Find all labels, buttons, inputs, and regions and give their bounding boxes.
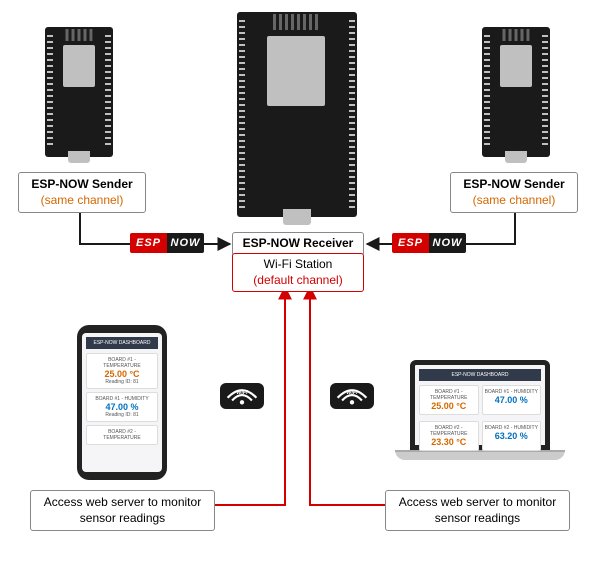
laptop-dash-header: ESP-NOW DASHBOARD xyxy=(419,369,541,381)
laptop-card-2: BOARD #1 - HUMIDITY 47.00 % xyxy=(482,385,542,415)
esp-board-sender-left xyxy=(45,27,113,157)
phone-dash-header: ESP-NOW DASHBOARD xyxy=(86,337,158,349)
laptop-card-1: BOARD #1 - TEMPERATURE 25.00 °C xyxy=(419,385,479,415)
laptop-caption-box: Access web server to monitor sensor read… xyxy=(385,490,570,531)
receiver-wifi-label: Wi-Fi Station xyxy=(239,257,357,273)
espnow-badge-left: ESP NOW xyxy=(130,233,204,253)
laptop-screen: ESP-NOW DASHBOARD BOARD #1 - TEMPERATURE… xyxy=(410,360,550,450)
phone-card-1: BOARD #1 - TEMPERATURE 25.00 °C Reading … xyxy=(86,353,158,389)
phone-card-2: BOARD #1 - HUMIDITY 47.00 % Reading ID: … xyxy=(86,392,158,422)
espnow-badge-right-now: NOW xyxy=(429,233,466,253)
laptop-caption: Access web server to monitor sensor read… xyxy=(399,495,556,525)
espnow-badge-right: ESP NOW xyxy=(392,233,466,253)
espnow-badge-right-esp: ESP xyxy=(392,233,429,253)
receiver-wifi-sub: (default channel) xyxy=(239,273,357,289)
receiver-title: ESP-NOW Receiver xyxy=(239,236,357,252)
laptop-device: ESP-NOW DASHBOARD BOARD #1 - TEMPERATURE… xyxy=(395,360,565,475)
sender-right-label-box: ESP-NOW Sender (same channel) xyxy=(450,172,578,213)
receiver-wifi-box: Wi-Fi Station (default channel) xyxy=(232,253,364,292)
phone-device: ESP-NOW DASHBOARD BOARD #1 - TEMPERATURE… xyxy=(77,325,167,480)
wifi-icon: WiFi xyxy=(224,386,260,406)
svg-text:WiFi: WiFi xyxy=(236,390,248,396)
phone-card-3: BOARD #2 - TEMPERATURE xyxy=(86,425,158,445)
laptop-card-3: BOARD #2 - TEMPERATURE 23.30 °C xyxy=(419,421,479,451)
espnow-badge-left-esp: ESP xyxy=(130,233,167,253)
sender-right-subtitle: (same channel) xyxy=(459,193,569,209)
sender-left-title: ESP-NOW Sender xyxy=(27,177,137,193)
wifi-badge-right: WiFi xyxy=(330,383,374,409)
sender-left-label-box: ESP-NOW Sender (same channel) xyxy=(18,172,146,213)
sender-right-title: ESP-NOW Sender xyxy=(459,177,569,193)
espnow-badge-left-now: NOW xyxy=(167,233,204,253)
phone-screen: ESP-NOW DASHBOARD BOARD #1 - TEMPERATURE… xyxy=(82,333,162,472)
laptop-base xyxy=(395,450,565,460)
wifi-badge-left: WiFi xyxy=(220,383,264,409)
wifi-icon: WiFi xyxy=(334,386,370,406)
svg-text:WiFi: WiFi xyxy=(346,390,358,396)
esp-board-sender-right xyxy=(482,27,550,157)
sender-left-subtitle: (same channel) xyxy=(27,193,137,209)
phone-caption: Access web server to monitor sensor read… xyxy=(44,495,201,525)
esp-board-receiver xyxy=(237,12,357,217)
phone-caption-box: Access web server to monitor sensor read… xyxy=(30,490,215,531)
laptop-card-4: BOARD #2 - HUMIDITY 63.20 % xyxy=(482,421,542,451)
